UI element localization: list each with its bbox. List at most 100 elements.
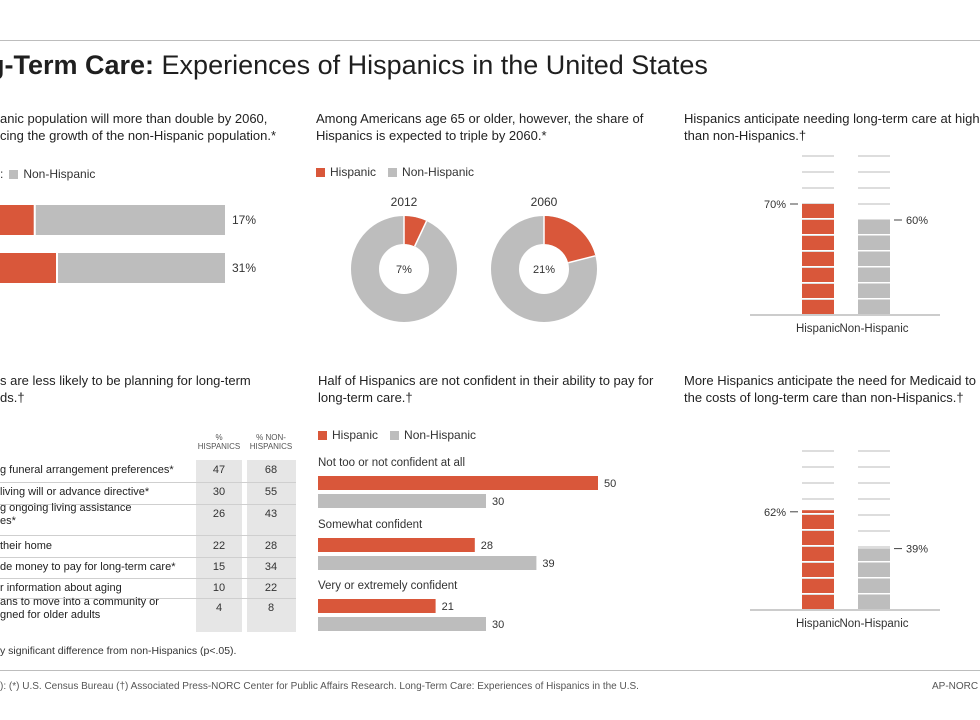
nonhispanic-value: 8 — [267, 602, 275, 614]
panel5-description: Half of Hispanics are not confident in t… — [318, 373, 654, 405]
row-label: g ongoing living assistance es* — [0, 502, 132, 527]
hispanic-swatch — [318, 431, 327, 440]
row-label: living will or advance directive* — [0, 486, 150, 498]
column-value-label: 39% — [906, 544, 928, 556]
ltc-need-chart: 70% 60% Hispanic Non-Hispanic — [750, 155, 940, 335]
confidence-bar-chart: Not too or not confident at all 50 30 Somew… — [318, 457, 616, 631]
hispanic-value: 4 — [215, 602, 223, 614]
donut-year-label: 2060 — [531, 195, 558, 209]
nonhispanic-segment — [858, 252, 890, 266]
row-separator — [0, 504, 296, 505]
column-value-label: 60% — [906, 215, 928, 227]
bar-value-label: 28 — [481, 540, 493, 552]
column-category-label: Hispanic — [796, 323, 840, 335]
nonhispanic-bar — [318, 556, 537, 570]
medicaid-need-chart: 62% 39% Hispanic Non-Hispanic — [750, 450, 940, 630]
hispanic-slice — [404, 216, 427, 247]
hispanic-segment — [802, 204, 834, 218]
top-rule — [0, 40, 980, 41]
nonhispanic-value: 55 — [264, 486, 278, 498]
column-value-label: 70% — [764, 199, 786, 211]
panel1-description: anic population will more than double by… — [0, 111, 277, 143]
hispanic-bar — [318, 538, 475, 552]
bar-value-label: 17% — [232, 213, 256, 227]
row-label: g funeral arrangement preferences* — [0, 464, 174, 476]
panel3-description: Hispanics anticipate needing long-term c… — [684, 111, 980, 143]
hispanic-segment — [802, 236, 834, 250]
nonhispanic-segment — [858, 236, 890, 250]
hispanic-value: 26 — [212, 508, 226, 520]
nonhispanic-segment — [858, 220, 890, 234]
column-category-label: Non-Hispanic — [839, 323, 908, 335]
hispanic-bar — [0, 205, 34, 235]
significance-note: y significant difference from non-Hispan… — [0, 645, 237, 657]
nonhispanic-segment — [858, 563, 890, 577]
row-label: their home — [0, 540, 52, 552]
row-label: r information about aging — [0, 582, 122, 594]
hispanic-bar — [0, 253, 56, 283]
nonhispanic-column-bg — [247, 460, 296, 632]
donut-center-label: 21% — [533, 264, 555, 276]
panel1-legend: : Non-Hispanic — [0, 167, 96, 181]
nonhispanic-swatch — [9, 170, 19, 179]
nonhispanic-segment — [858, 548, 890, 561]
hispanic-column-bg — [196, 460, 242, 632]
donut-center-label: 7% — [396, 264, 412, 276]
population-share-bars: 17% 31% — [0, 205, 256, 283]
source-line: ): (*) U.S. Census Bureau (†) Associated… — [0, 681, 639, 692]
hispanic-segment — [802, 531, 834, 545]
nonhispanic-bar — [318, 494, 486, 508]
column-category-label: Non-Hispanic — [839, 618, 908, 630]
hispanic-segment — [802, 563, 834, 577]
col-header-nonhispanics: % NON- HISPANICS — [249, 433, 293, 451]
hispanic-swatch — [316, 168, 325, 177]
credit: AP-NORC — [932, 681, 979, 692]
planning-table: % HISPANICS % NON- HISPANICS g funeral arr… — [0, 430, 300, 635]
hispanic-value: 30 — [212, 486, 226, 498]
donut-charts: 2012 7% 2060 21% — [351, 195, 597, 322]
column-value-label: 62% — [764, 507, 786, 519]
row-separator — [0, 557, 296, 558]
hispanic-segment — [802, 515, 834, 529]
category-label: Somewhat confident — [318, 519, 423, 531]
hispanic-segment — [802, 595, 834, 609]
row-separator — [0, 535, 296, 536]
nonhispanic-segment — [858, 579, 890, 593]
hispanic-value: 22 — [212, 540, 226, 552]
hispanic-segment — [802, 510, 834, 513]
nonhispanic-value: 22 — [264, 582, 278, 594]
panel2-description: Among Americans age 65 or older, however… — [316, 111, 644, 143]
bar-value-label: 39 — [542, 558, 554, 570]
hispanic-segment — [802, 220, 834, 234]
nonhispanic-segment — [858, 268, 890, 282]
hispanic-bar — [318, 476, 598, 490]
hispanic-segment — [802, 579, 834, 593]
row-separator — [0, 598, 296, 599]
hispanic-slice — [544, 216, 596, 263]
donut-year-label: 2012 — [391, 195, 418, 209]
slice-divider — [413, 220, 428, 247]
row-label: de money to pay for long-term care* — [0, 561, 176, 573]
nonhispanic-bar — [0, 205, 225, 235]
bottom-rule — [0, 670, 980, 671]
hispanic-value: 10 — [212, 582, 226, 594]
col-header-hispanics: % HISPANICS — [197, 433, 241, 451]
nonhispanic-segment — [858, 595, 890, 609]
nonhispanic-value: 43 — [264, 508, 278, 520]
panel6-description: More Hispanics anticipate the need for M… — [684, 373, 980, 405]
bar-value-label: 21 — [442, 601, 454, 613]
nonhispanic-value: 34 — [264, 561, 278, 573]
category-label: Very or extremely confident — [318, 580, 458, 592]
hispanic-segment — [802, 284, 834, 298]
nonhispanic-bar — [318, 617, 486, 631]
nonhispanic-swatch — [390, 431, 400, 440]
nonhispanic-value: 68 — [264, 464, 278, 476]
panel2-legend: Hispanic Non-Hispanic — [316, 165, 474, 179]
panel5-legend: Hispanic Non-Hispanic — [318, 428, 476, 442]
nonhispanic-segment — [858, 284, 890, 298]
bar-divider — [56, 253, 58, 283]
bar-value-label: 31% — [232, 261, 256, 275]
column-category-label: Hispanic — [796, 618, 840, 630]
hispanic-value: 47 — [212, 464, 226, 476]
page-title: g-Term Care: Experiences of Hispanics in… — [0, 50, 708, 80]
